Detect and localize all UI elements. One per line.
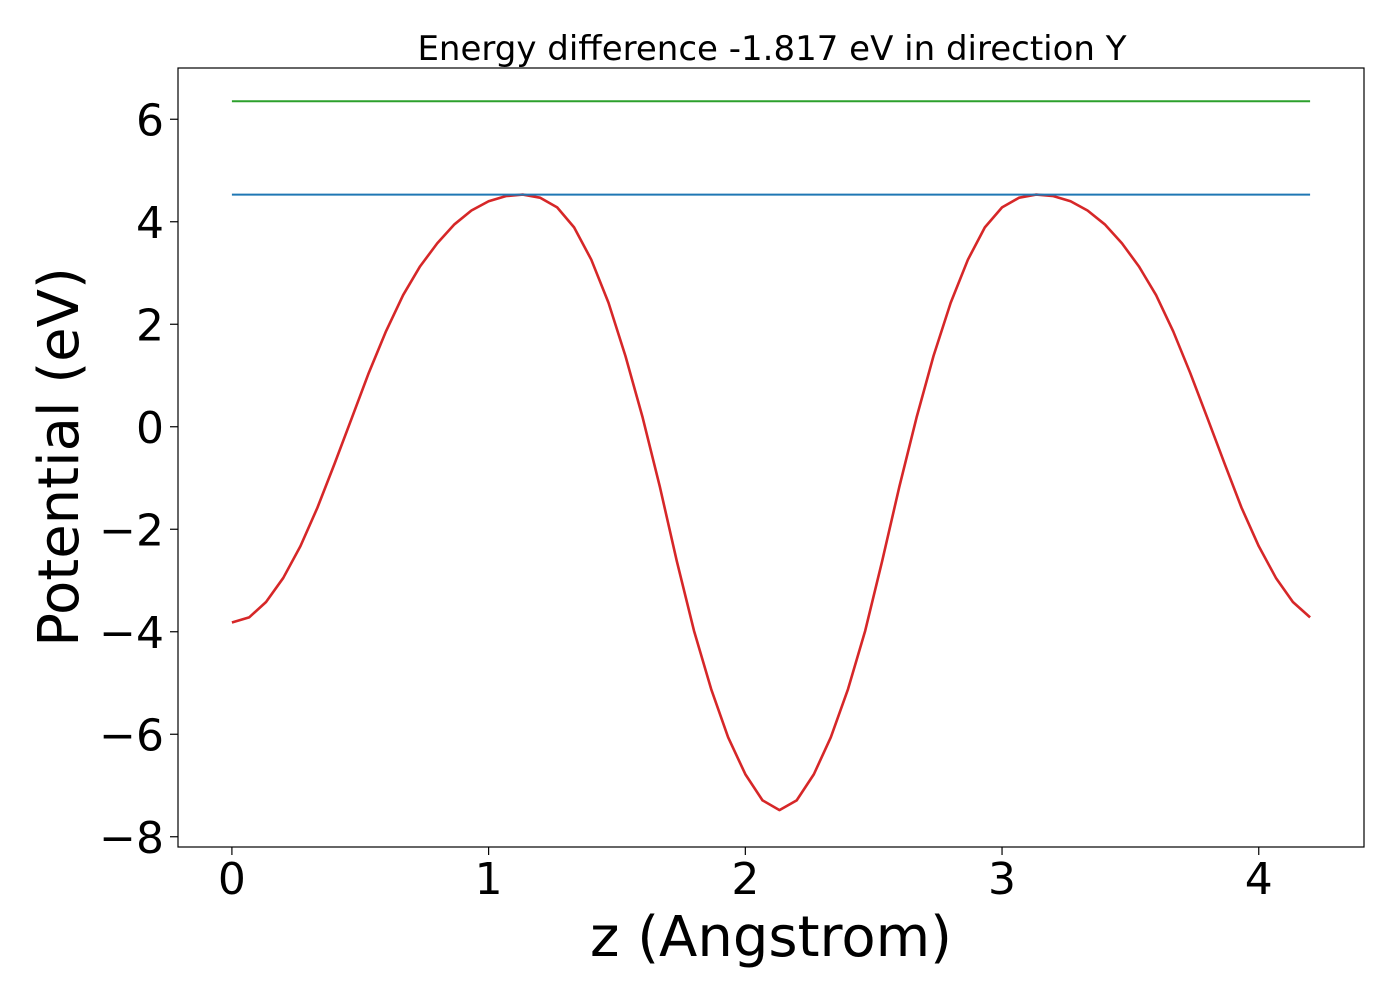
x-tick-label: 1: [475, 854, 503, 905]
x-axis-title: z (Angstrom): [590, 905, 952, 970]
x-axis: 0 1 2 3 4: [218, 847, 1273, 905]
x-tick-label: 4: [1245, 854, 1273, 905]
series-layer: [231, 100, 1311, 812]
y-tick-label: −4: [99, 608, 164, 659]
y-tick-label: 4: [136, 198, 164, 249]
y-tick-label: 6: [136, 95, 164, 146]
y-tick-label: −2: [99, 505, 164, 556]
y-tick-label: 0: [136, 403, 164, 454]
y-tick-label: −6: [99, 710, 164, 761]
y-axis: −8 −6 −4 −2 0 2 4 6: [99, 95, 178, 864]
y-tick-label: 2: [136, 300, 164, 351]
y-axis-title: Potential (eV): [27, 267, 92, 647]
x-tick-label: 2: [731, 854, 759, 905]
series-line-1: [231, 193, 1311, 812]
plot-frame: [177, 67, 1365, 848]
x-tick-label: 0: [218, 854, 246, 905]
x-tick-label: 3: [988, 854, 1016, 905]
chart-title: Energy difference -1.817 eV in direction…: [417, 29, 1126, 69]
y-tick-label: −8: [99, 813, 164, 864]
